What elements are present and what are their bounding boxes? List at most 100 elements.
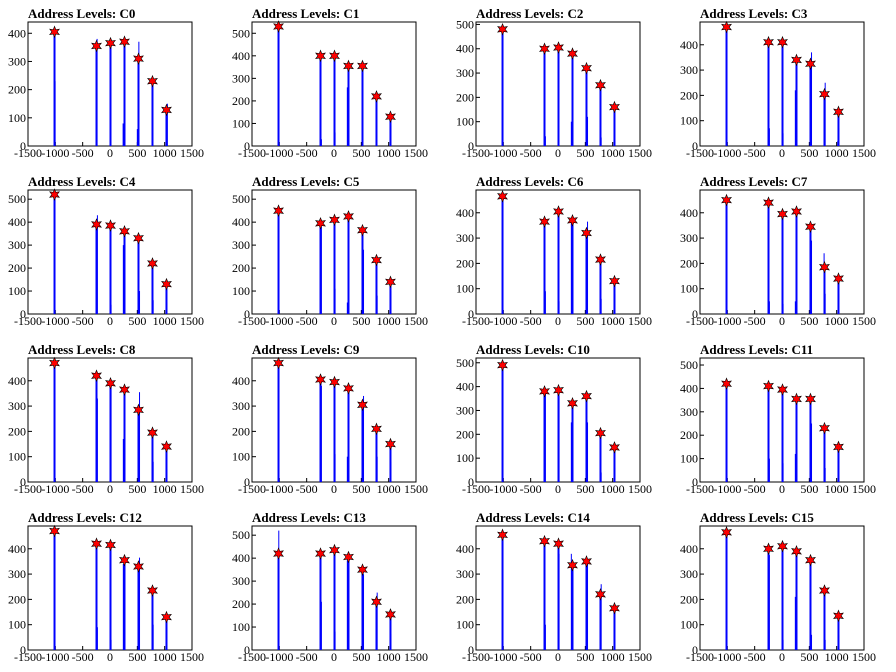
x-tick-label: -1500 — [238, 482, 266, 496]
x-tick-label: -500 — [744, 650, 766, 664]
y-tick-label: 100 — [232, 450, 250, 464]
y-tick-label: 400 — [680, 38, 698, 52]
plot-area: 0 100 200 300 400 -1500 -1000 -500 0 500 1000 1500 — [8, 21, 204, 160]
chart-title: Address Levels: C5 — [252, 174, 360, 189]
star-marker — [791, 205, 802, 218]
x-tick-label: 500 — [800, 482, 818, 496]
star-marker — [791, 545, 802, 558]
x-tick-label: 1000 — [153, 146, 177, 160]
star-marker — [385, 437, 396, 451]
x-tick-label: -500 — [520, 482, 542, 496]
y-tick-label: 400 — [456, 542, 474, 556]
y-tick-label: 100 — [8, 618, 26, 632]
star-marker — [49, 188, 60, 201]
plot-area: 0 100 200 300 400 -1500 -1000 -500 0 500 1000 1500 — [232, 356, 428, 496]
star-marker — [819, 421, 830, 435]
y-tick-label: 500 — [232, 192, 250, 206]
chart-title: Address Levels: C14 — [476, 510, 590, 525]
y-tick-label: 300 — [8, 54, 26, 68]
x-tick-label: 0 — [555, 650, 561, 664]
y-tick-label: 200 — [680, 592, 698, 606]
star-marker — [315, 49, 326, 63]
x-tick-label: -500 — [296, 314, 318, 328]
chart-panel: 0 100 200 300 400 -1500 -1000 -500 0 500 1000 1500 A… — [672, 504, 896, 672]
star-marker — [539, 385, 550, 398]
chart-title: Address Levels: C3 — [700, 6, 808, 21]
plot-area: 0 100 200 300 400 500 -1500 -1000 -500 0 500 1000 15… — [8, 188, 204, 328]
y-tick-label: 100 — [232, 116, 250, 130]
chart-panel: 0 100 200 300 400 500 -1500 -1000 -500 0 500 1000 15… — [224, 504, 448, 672]
x-tick-label: 0 — [107, 314, 113, 328]
x-tick-label: -500 — [296, 650, 318, 664]
y-tick-label: 300 — [456, 567, 474, 581]
y-tick-label: 100 — [456, 451, 474, 465]
star-marker — [609, 274, 620, 288]
star-marker — [805, 392, 816, 406]
x-tick-label: -1000 — [265, 482, 293, 496]
star-marker — [805, 220, 816, 233]
chart-panel: 0 100 200 300 400 -1500 -1000 -500 0 500 1000 1500 A… — [448, 504, 672, 672]
x-tick-label: -1500 — [462, 650, 490, 664]
x-tick-label: -500 — [296, 146, 318, 160]
star-marker — [819, 260, 830, 274]
star-marker — [763, 542, 774, 556]
y-tick-label: 200 — [8, 83, 26, 97]
star-marker — [595, 588, 606, 601]
star-marker — [161, 277, 172, 291]
chart-panel: 0 100 200 300 400 -1500 -1000 -500 0 500 1000 1500 A… — [0, 336, 224, 504]
chart-title: Address Levels: C0 — [28, 6, 136, 21]
y-tick-label: 400 — [232, 215, 250, 229]
star-marker — [91, 537, 102, 551]
star-marker — [343, 210, 354, 223]
star-marker — [553, 205, 564, 218]
y-tick-label: 0 — [244, 475, 250, 489]
star-marker — [357, 59, 368, 73]
x-tick-label: 500 — [576, 482, 594, 496]
y-tick-label: 200 — [456, 427, 474, 441]
star-marker — [119, 35, 130, 49]
y-tick-label: 0 — [20, 139, 26, 153]
y-tick-label: 200 — [8, 424, 26, 438]
chart-panel: 0 100 200 300 400 -1500 -1000 -500 0 500 1000 1500 A… — [224, 336, 448, 504]
star-marker — [497, 358, 508, 372]
y-tick-label: 400 — [680, 542, 698, 556]
star-marker — [343, 550, 354, 564]
star-marker — [133, 560, 144, 573]
x-tick-label: 1000 — [825, 314, 849, 328]
star-marker — [791, 53, 802, 67]
star-marker — [567, 47, 578, 60]
star-marker — [805, 57, 816, 71]
chart-panel: 0 100 200 300 400 500 -1500 -1000 -500 0 500 1000 15… — [224, 0, 448, 168]
star-marker — [49, 356, 60, 370]
chart-title: Address Levels: C9 — [252, 342, 360, 357]
y-tick-label: 400 — [456, 206, 474, 220]
x-tick-label: -500 — [72, 314, 94, 328]
star-marker — [315, 373, 326, 386]
star-marker — [49, 524, 60, 538]
x-tick-label: 0 — [779, 482, 785, 496]
star-marker — [833, 440, 844, 454]
plot-area: 0 100 200 300 400 500 -1500 -1000 -500 0 500 1000 15… — [232, 20, 428, 160]
star-marker — [49, 25, 60, 39]
x-tick-label: 1000 — [377, 482, 401, 496]
y-tick-label: 100 — [680, 282, 698, 296]
y-tick-label: 500 — [680, 358, 698, 372]
star-marker — [553, 41, 564, 54]
chart-panel: 0 100 200 300 400 -1500 -1000 -500 0 500 1000 1500 A… — [0, 0, 224, 168]
y-tick-label: 200 — [232, 597, 250, 611]
x-tick-label: 1000 — [153, 482, 177, 496]
y-tick-label: 500 — [456, 17, 474, 31]
x-tick-label: 0 — [107, 650, 113, 664]
star-marker — [343, 382, 354, 395]
y-tick-label: 500 — [232, 26, 250, 40]
star-marker — [497, 528, 508, 542]
star-marker — [833, 272, 844, 285]
chart-panel: 0 100 200 300 400 -1500 -1000 -500 0 500 1000 1500 A… — [672, 168, 896, 336]
x-tick-label: 1500 — [404, 146, 428, 160]
x-tick-label: 0 — [779, 314, 785, 328]
y-tick-label: 500 — [232, 528, 250, 542]
y-tick-label: 0 — [244, 643, 250, 657]
plot-area: 0 100 200 300 400 500 -1500 -1000 -500 0 500 1000 15… — [680, 357, 876, 496]
y-tick-label: 400 — [456, 42, 474, 56]
star-marker — [161, 440, 172, 453]
